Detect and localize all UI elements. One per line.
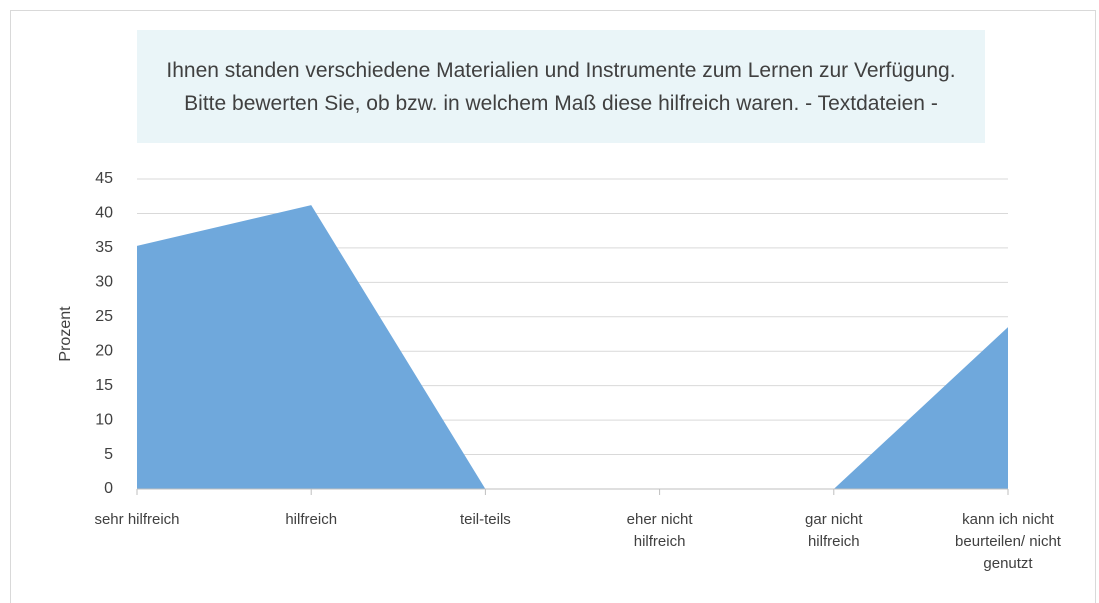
y-tick-label: 45: [95, 170, 113, 187]
x-tick-label: sehr hilfreich: [94, 511, 180, 528]
x-tick-label: hilfreich: [285, 511, 338, 528]
x-tick-label: kann ich nicht beurteilen/ nicht genutzt: [955, 511, 1061, 572]
chart-title: Ihnen standen verschiedene Materialien u…: [137, 30, 985, 143]
y-tick-label: 25: [95, 308, 113, 325]
x-tick-label: gar nicht hilfreich: [805, 511, 863, 550]
y-tick-label: 30: [95, 274, 113, 291]
area: [137, 205, 1008, 489]
y-tick-label: 5: [104, 446, 113, 463]
y-tick-label: 10: [95, 411, 113, 428]
y-tick-label: 35: [95, 239, 113, 256]
x-tick-label: teil-teils: [459, 511, 511, 528]
x-tick-label: eher nicht hilfreich: [626, 511, 693, 550]
y-tick-label: 20: [95, 342, 113, 359]
y-tick-label: 40: [95, 205, 113, 222]
y-tick-label: 15: [95, 377, 113, 394]
frame: [10, 10, 1096, 603]
y-tick-label: 0: [104, 480, 113, 497]
y-axis-label: Prozent: [57, 306, 74, 362]
